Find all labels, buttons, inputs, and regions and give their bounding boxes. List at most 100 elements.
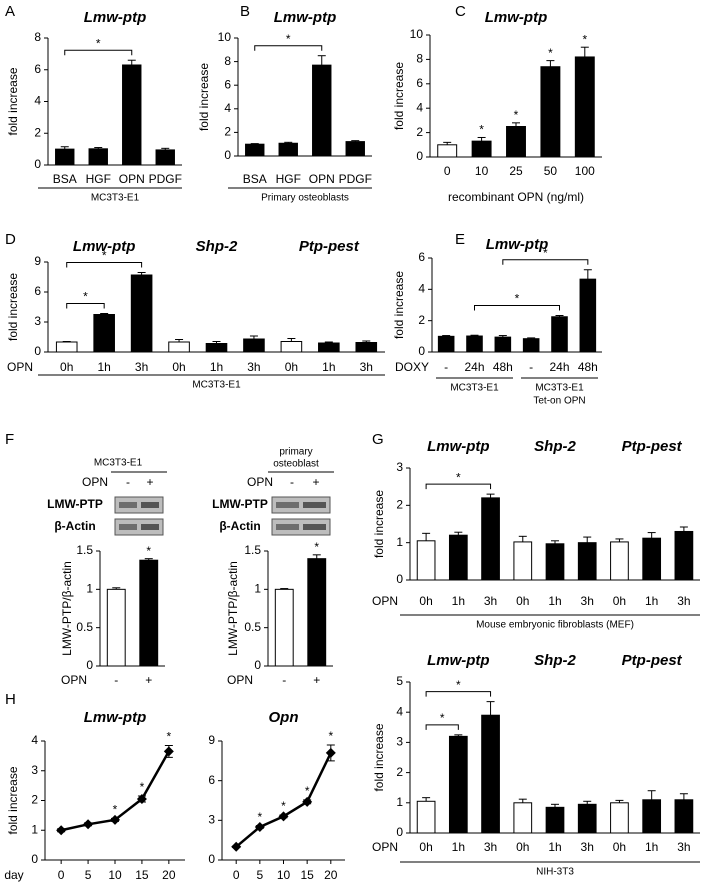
blot-band bbox=[303, 524, 326, 530]
blot-row-label: LMW-PTP bbox=[212, 497, 268, 511]
bar bbox=[674, 530, 694, 581]
bar bbox=[345, 141, 365, 157]
chart-title: Opn bbox=[269, 709, 299, 726]
group-title: Ptp-pest bbox=[622, 652, 683, 669]
significance-bracket bbox=[66, 303, 105, 309]
y-tick-label: 0 bbox=[418, 344, 425, 358]
significance-star: * bbox=[328, 729, 333, 743]
x-tick-label: 25 bbox=[509, 164, 523, 178]
bar bbox=[168, 341, 190, 353]
bar bbox=[540, 66, 561, 158]
blot-band bbox=[119, 524, 137, 530]
y-axis-label: fold increase bbox=[372, 723, 386, 791]
x-axis-label: NIH-3T3 bbox=[536, 867, 574, 878]
x-tick-label: 20 bbox=[162, 868, 176, 882]
chart-title: Lmw-ptp bbox=[84, 709, 146, 726]
blot-image bbox=[114, 518, 164, 536]
y-tick-label: 10 bbox=[218, 30, 232, 44]
row-label: OPN bbox=[372, 594, 398, 608]
x-tick-label: 48h bbox=[578, 360, 598, 374]
group-label: MC3T3-E1 bbox=[535, 383, 584, 394]
x-tick-label: 0 bbox=[233, 868, 240, 882]
x-tick-label: 3h bbox=[677, 840, 690, 854]
x-tick-label: 0h bbox=[419, 594, 432, 608]
y-tick-label: 2 bbox=[34, 125, 41, 139]
y-tick-label: 3 bbox=[208, 813, 215, 827]
bar bbox=[448, 534, 468, 581]
significance-star: * bbox=[113, 803, 118, 817]
bar bbox=[642, 799, 662, 834]
significance-star: * bbox=[479, 123, 484, 137]
bar bbox=[130, 274, 153, 353]
bar bbox=[274, 588, 294, 667]
bar bbox=[106, 588, 126, 667]
blot-header: primary bbox=[279, 447, 312, 458]
significance-star: * bbox=[582, 32, 587, 46]
y-tick-label: 9 bbox=[34, 254, 41, 268]
y-tick-label: 2 bbox=[416, 125, 423, 139]
x-tick-label: 1h bbox=[548, 594, 561, 608]
y-axis-label: fold increase bbox=[392, 271, 406, 339]
bar bbox=[88, 148, 108, 166]
chart-title: Lmw-ptp bbox=[485, 9, 547, 26]
y-tick-label: 3 bbox=[31, 763, 38, 777]
y-tick-label: 0 bbox=[416, 149, 423, 163]
x-tick-label: 1h bbox=[645, 840, 658, 854]
x-axis-label: Mouse embryonic fibroblasts (MEF) bbox=[476, 620, 634, 631]
y-tick-label: 2 bbox=[224, 125, 231, 139]
x-tick-label: HGF bbox=[86, 172, 111, 186]
x-tick-label: PDGF bbox=[339, 172, 372, 186]
significance-star: * bbox=[314, 540, 319, 554]
y-tick-label: 0 bbox=[254, 658, 261, 672]
y-axis-label: fold increase bbox=[372, 490, 386, 558]
marker bbox=[56, 825, 67, 836]
x-tick-label: 1h bbox=[452, 594, 465, 608]
group-title: Ptp-pest bbox=[299, 238, 360, 255]
row-label: day bbox=[4, 868, 23, 882]
y-tick-label: 0 bbox=[34, 157, 41, 171]
x-tick-label: 1h bbox=[97, 360, 110, 374]
panel-letter: B bbox=[240, 3, 250, 20]
y-tick-label: 1 bbox=[31, 822, 38, 836]
y-tick-label: 1.5 bbox=[244, 543, 261, 557]
x-tick-label: + bbox=[313, 673, 320, 687]
bar bbox=[307, 558, 327, 667]
x-tick-label: BSA bbox=[53, 172, 77, 186]
blot-image bbox=[271, 518, 331, 536]
y-tick-label: 5 bbox=[396, 674, 403, 688]
marker bbox=[302, 796, 313, 807]
y-tick-label: 1 bbox=[86, 582, 93, 596]
marker bbox=[110, 814, 120, 825]
y-tick-label: 0 bbox=[86, 658, 93, 672]
bar bbox=[205, 343, 228, 353]
y-tick-label: 6 bbox=[34, 62, 41, 76]
panel-letter: A bbox=[5, 3, 15, 20]
y-tick-label: 6 bbox=[208, 773, 215, 787]
y-tick-label: 6 bbox=[34, 284, 41, 298]
x-tick-label: 10 bbox=[108, 868, 122, 882]
y-tick-label: 0 bbox=[31, 852, 38, 866]
blot-header: osteoblast bbox=[273, 459, 319, 470]
bar bbox=[437, 144, 458, 158]
y-axis-label: LMW-PTP/β-actin bbox=[226, 561, 240, 656]
y-tick-label: 0 bbox=[396, 825, 403, 839]
x-tick-label: BSA bbox=[243, 172, 267, 186]
significance-bracket bbox=[474, 304, 560, 311]
bar bbox=[481, 714, 500, 834]
x-tick-label: OPN bbox=[119, 172, 145, 186]
blot-band bbox=[276, 524, 299, 530]
marker bbox=[231, 841, 242, 852]
row-label: OPN bbox=[7, 360, 33, 374]
significance-bracket bbox=[425, 691, 492, 697]
y-tick-label: 8 bbox=[416, 52, 423, 66]
significance-star: * bbox=[281, 799, 286, 813]
blot-row-label: β-Actin bbox=[219, 519, 260, 533]
x-tick-label: - bbox=[282, 673, 286, 687]
y-tick-label: 0.5 bbox=[76, 620, 93, 634]
x-tick-label: 1h bbox=[322, 360, 335, 374]
blot-image bbox=[114, 496, 164, 514]
y-tick-label: 0 bbox=[224, 148, 231, 162]
panel-letter: E bbox=[455, 231, 465, 248]
bar bbox=[674, 799, 694, 834]
x-tick-label: 48h bbox=[493, 360, 513, 374]
